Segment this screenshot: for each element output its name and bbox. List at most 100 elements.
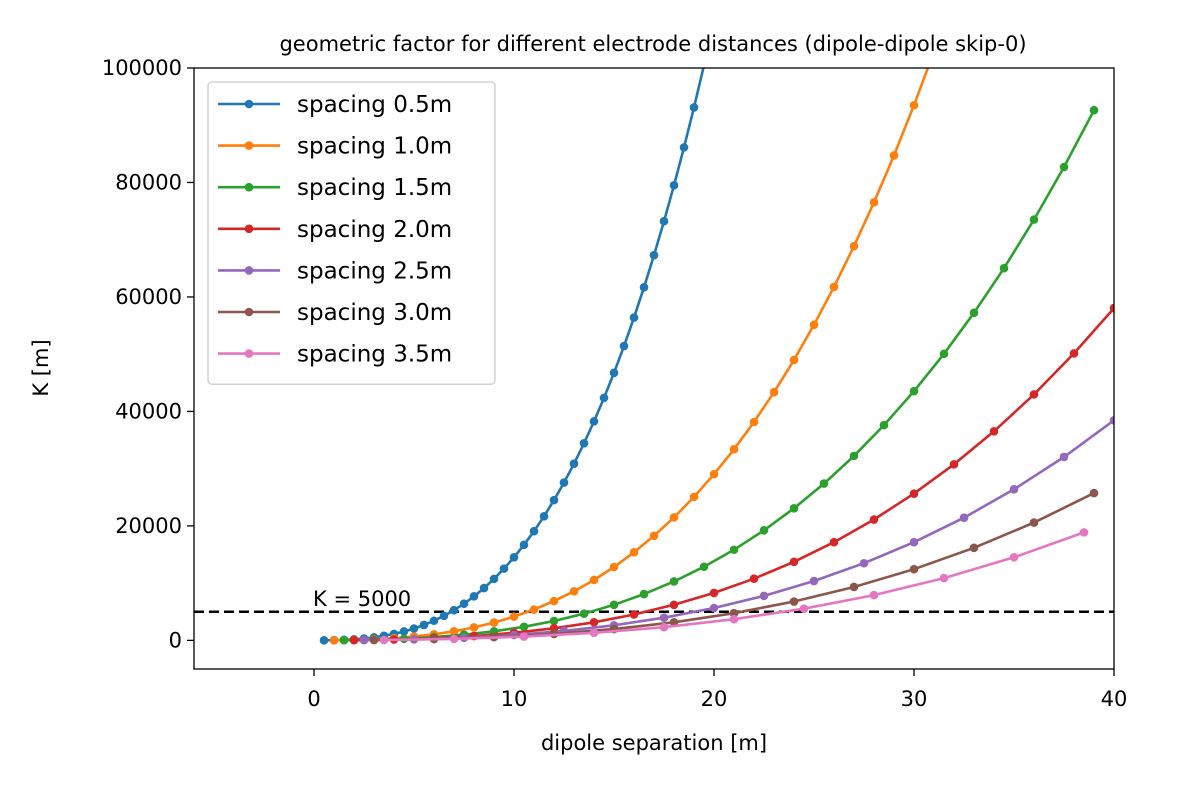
legend-swatch-marker (244, 224, 254, 234)
y-tick-label: 60000 (115, 285, 182, 309)
data-point (709, 469, 719, 479)
legend-label: spacing 0.5m (297, 92, 452, 118)
series-layer (319, 68, 1114, 645)
data-point (489, 618, 499, 627)
data-point (359, 635, 369, 645)
legend-entry: spacing 0.5m (218, 92, 452, 118)
data-point (959, 513, 969, 522)
data-point (759, 526, 769, 535)
data-point (729, 614, 739, 624)
data-point (869, 198, 879, 207)
data-point (1029, 518, 1039, 527)
legend-swatch-marker (244, 307, 254, 317)
data-point (539, 512, 549, 521)
data-point (669, 180, 679, 190)
data-point (579, 609, 589, 618)
data-point (589, 617, 599, 627)
data-point (509, 612, 519, 621)
chart-title: geometric factor for different electrode… (279, 32, 1026, 56)
data-point (909, 489, 919, 498)
data-point (879, 420, 889, 430)
data-point (859, 558, 869, 568)
data-point (449, 605, 459, 615)
legend-label: spacing 2.5m (297, 258, 452, 284)
data-point (659, 622, 669, 632)
y-tick-label: 0 (169, 628, 182, 652)
x-tick-label: 20 (701, 687, 728, 711)
data-point (729, 545, 739, 555)
data-point (409, 624, 419, 633)
data-point (679, 143, 689, 152)
data-point (429, 616, 439, 626)
data-point (889, 151, 899, 160)
data-point (569, 459, 579, 468)
data-point (619, 341, 629, 351)
data-point (479, 583, 489, 593)
data-point (1089, 488, 1099, 498)
data-point (439, 611, 449, 621)
data-point (419, 620, 429, 630)
legend-entry: spacing 2.5m (218, 258, 452, 284)
data-point (659, 613, 669, 623)
data-point (589, 628, 599, 638)
y-tick-label: 80000 (115, 170, 182, 194)
x-axis-label: dipole separation [m] (541, 731, 767, 755)
data-point (1089, 105, 1099, 115)
data-point (559, 478, 569, 487)
data-point (1109, 303, 1114, 313)
legend-label: spacing 1.5m (297, 175, 452, 201)
data-point (789, 557, 799, 567)
data-point (969, 543, 979, 553)
data-point (1109, 415, 1114, 425)
data-point (579, 438, 589, 448)
data-point (459, 599, 469, 608)
data-point (939, 349, 949, 359)
data-point (589, 417, 599, 426)
data-point (729, 445, 739, 454)
data-point (329, 635, 339, 645)
data-point (669, 600, 679, 610)
y-axis-label: K [m] (29, 339, 53, 396)
data-point (449, 634, 459, 644)
data-point (649, 250, 659, 260)
data-point (529, 526, 539, 536)
legend-label: spacing 3.0m (297, 300, 452, 326)
series-group (379, 528, 1089, 645)
data-point (869, 515, 879, 524)
data-point (489, 574, 499, 584)
data-point (549, 616, 559, 626)
data-point (709, 588, 719, 598)
plot-area (194, 68, 1114, 645)
data-point (789, 355, 799, 365)
legend-entry: spacing 3.0m (218, 300, 452, 326)
y-axis: 0 20000 40000 60000 80000 100000 (102, 56, 194, 652)
data-point (789, 504, 799, 513)
legend: spacing 0.5m spacing 1.0m spacing 1.5m spac… (207, 81, 496, 385)
data-point (909, 564, 919, 574)
data-point (509, 553, 519, 562)
legend-entry: spacing 3.5m (218, 342, 452, 368)
data-point (639, 283, 649, 292)
data-point (849, 451, 859, 461)
data-point (1009, 485, 1019, 494)
legend-swatch-marker (244, 182, 254, 192)
data-point (769, 387, 779, 397)
data-point (399, 627, 409, 636)
data-point (909, 537, 919, 547)
data-point (909, 386, 919, 396)
data-point (949, 460, 959, 469)
reference-line-label: K = 5000 (313, 587, 411, 611)
legend-box (207, 81, 496, 385)
legend-entry: spacing 1.5m (218, 175, 452, 201)
data-point (809, 320, 819, 330)
data-point (1029, 215, 1039, 224)
data-point (519, 622, 529, 632)
data-point (849, 241, 859, 251)
data-point (709, 603, 719, 613)
data-point (749, 417, 759, 427)
x-axis: 0 10 20 30 40 (307, 669, 1127, 711)
data-point (609, 600, 619, 610)
x-tick-label: 40 (1101, 687, 1128, 711)
legend-swatch-marker (244, 141, 254, 150)
